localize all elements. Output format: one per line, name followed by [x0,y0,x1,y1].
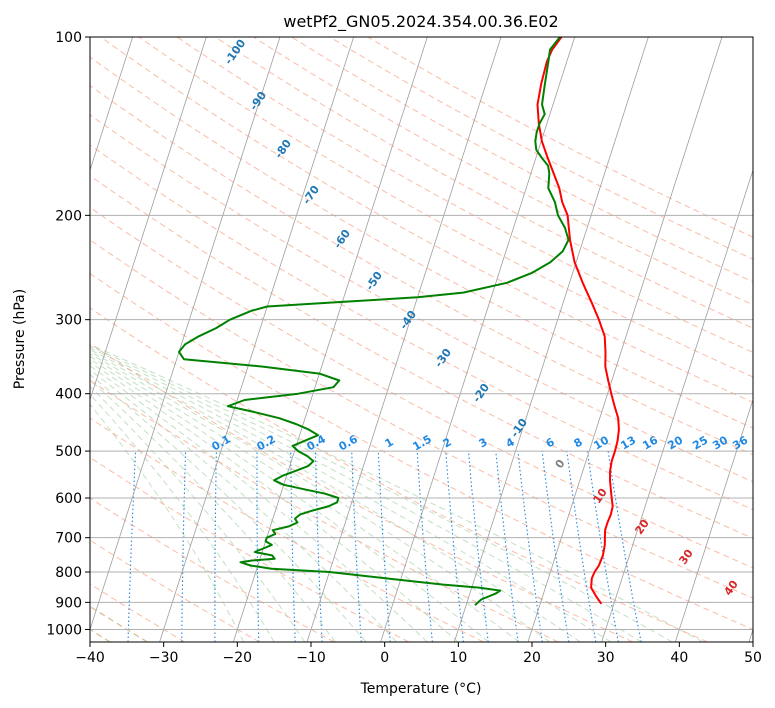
dry-adiabat-170 [252,37,753,306]
moist-adiabat--8 [90,379,336,642]
chart-title: wetPf2_GN05.2024.354.00.36.E02 [283,12,558,32]
isotherm--30 [159,37,355,642]
mixing-ratio-line-8 [445,451,465,642]
dry-adiabat-70 [90,206,753,569]
mixing-ratio-line-20 [541,451,570,642]
dry-adiabat-100 [90,114,753,483]
dry-adiabat--20 [90,539,260,642]
mixing-ratio-labels: 0.1 0.2 0.4 0.6 1 1.5 2 3 4 6 8 10 13 16 20 25 30 36 [210,432,751,453]
dry-adiabat-40 [90,307,708,642]
moist-adiabat-16 [90,355,520,642]
x-tick-label: 0 [380,650,389,666]
x-tick-label: 10 [449,650,467,666]
x-axis: −40 −30 −20 −10 0 10 20 30 40 50 [75,642,762,666]
dry-adiabat-140 [138,37,753,378]
y-tick-label: 1000 [46,622,82,638]
isotherm-20 [527,37,723,642]
dry-adiabat-150 [176,37,753,353]
isotherm--10 [306,37,502,642]
x-tick-label: −40 [75,650,105,666]
y-tick-label: 700 [55,531,82,547]
mixing-ratio-line-16 [517,451,543,642]
y-tick-label: 300 [55,313,82,329]
y-tick-label: 500 [55,444,82,460]
x-axis-title: Temperature (°C) [360,681,482,697]
mixing-ratio-line-6 [416,451,433,642]
profiles [178,37,620,606]
plot-frame [89,36,754,643]
moist-adiabat--12 [90,385,306,642]
moist-adiabat-32 [90,347,642,642]
x-tick-label: −10 [296,650,326,666]
isotherm-0 [380,37,576,642]
x-tick-label: 40 [670,650,688,666]
moist-adiabats [90,343,704,642]
y-tick-label: 200 [55,208,82,224]
dry-adiabat-60 [90,239,753,599]
isotherm--40 [90,37,281,631]
moist-adiabat-28 [90,349,612,642]
x-tick-label: 50 [744,650,762,666]
isotherm-10 [453,37,649,642]
mixing-ratio-line-13 [495,451,519,642]
mixing-ratio-lines [127,451,642,642]
moist-adiabat-40 [90,343,704,642]
isotherm-30 [601,168,753,642]
isotherm--60 [90,37,134,172]
mixing-ratio-line-25 [566,451,597,642]
skewed-isotherms [90,37,753,642]
isotherm--50 [90,37,207,402]
dry-adiabat-110 [90,84,753,456]
y-tick-label: 800 [55,565,82,581]
moist-adiabat--20 [90,403,245,642]
moist-adiabat-20 [90,353,550,642]
moist-adiabat-24 [90,351,581,642]
dry-adiabat--30 [90,583,186,642]
isobar-grid [90,37,753,630]
temperature-profile [536,37,620,605]
dry-adiabats [90,37,753,642]
y-axis-title: Pressure (hPa) [12,289,28,389]
dry-adiabat-180 [290,37,753,283]
y-tick-label: 900 [55,595,82,611]
x-tick-label: 30 [597,650,615,666]
y-tick-label: 400 [55,387,82,403]
dry-adiabat-50 [90,272,753,630]
moist-adiabat-4 [90,365,428,642]
dry-adiabat-80 [90,175,753,539]
x-tick-label: −20 [223,650,253,666]
moist-adiabat-8 [90,361,459,642]
y-tick-label: 600 [55,491,82,507]
x-tick-label: 20 [523,650,541,666]
dry-adiabat-90 [90,144,753,511]
mixing-ratio-line-10 [467,451,489,642]
x-tick-label: −30 [149,650,179,666]
y-axis: 100 200 300 400 500 600 700 800 900 1000 [46,30,90,638]
dry-adiabat-10 [90,417,484,642]
y-tick-label: 100 [55,30,82,46]
isotherm-40 [674,398,753,642]
dewpoint-profile [178,37,570,606]
